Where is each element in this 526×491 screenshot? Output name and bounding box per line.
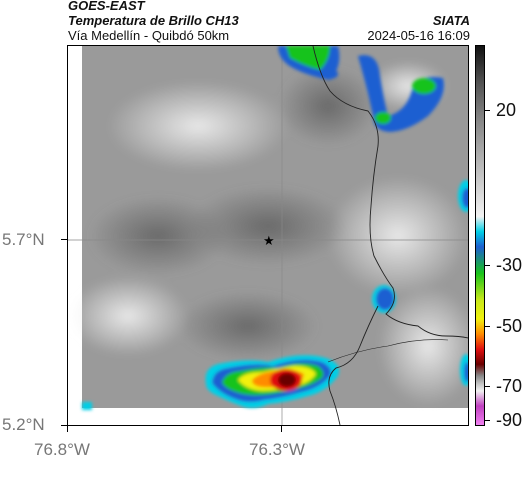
timestamp-label: 2024-05-16 16:09 (367, 28, 470, 43)
organization-label: SIATA (432, 13, 470, 28)
lon-label: 76.3°W (249, 440, 305, 459)
lat-tick-mark (61, 425, 67, 426)
satellite-name: GOES-EAST (68, 0, 145, 13)
colorbar-label: 20 (496, 100, 517, 120)
colorbar-tick (485, 386, 490, 387)
border-line-south (328, 305, 379, 425)
colorbar-label: -30 (496, 255, 523, 275)
colorbar-tick (485, 110, 490, 111)
lat-label: 5.7°N (2, 230, 45, 249)
colorbar-tick (485, 420, 490, 421)
satellite-map[interactable]: ★ (67, 45, 469, 426)
product-title: Temperatura de Brillo CH13 (68, 13, 239, 28)
colorbar-label: -70 (496, 376, 523, 396)
lon-label: 76.8°W (34, 440, 90, 459)
lat-label: 5.2°N (2, 415, 45, 434)
border-line-east (327, 339, 449, 363)
storm-cells (82, 46, 468, 410)
border-line (312, 46, 468, 339)
lat-tick-mark (61, 239, 67, 240)
lon-tick-mark (67, 426, 68, 432)
star-icon: ★ (263, 234, 275, 249)
map-canvas: ★ (68, 46, 468, 425)
colorbar-tick (485, 265, 490, 266)
colorbar (475, 45, 485, 426)
lon-tick-mark (281, 426, 282, 432)
colorbar-label: -90 (496, 410, 523, 430)
colorbar-tick (485, 326, 490, 327)
region-label: Vía Medellín - Quibdó 50km (68, 28, 230, 43)
colorbar-label: -50 (496, 316, 523, 336)
